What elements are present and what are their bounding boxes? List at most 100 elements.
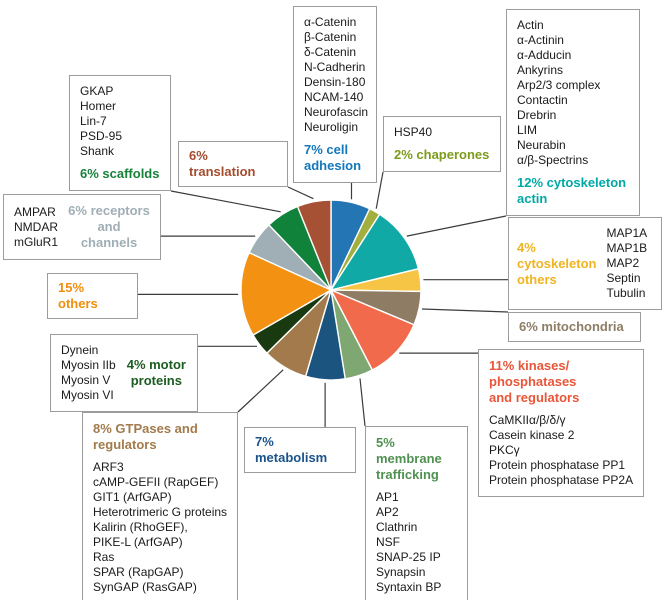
protein-list-kinases: CaMKIIα/β/δ/γ Casein kinase 2 PKCγ Protein …	[489, 413, 633, 488]
protein-item: Lin-7	[80, 114, 107, 128]
category-label-gtpases: 8% GTPases and regulators	[93, 421, 198, 452]
protein-item: SNAP-25 IP	[376, 550, 441, 564]
protein-item: NMDAR	[14, 219, 58, 234]
protein-item: N-Cadherin	[304, 60, 366, 74]
protein-item: Drebrin	[517, 108, 557, 122]
category-label-membrane-trafficking: 5% membrane trafficking	[376, 435, 442, 482]
protein-list-cell-adhesion: α-Catenin β-Catenin δ-Catenin N-Cadherin Den…	[304, 15, 369, 135]
category-label-cytoskeleton-actin: 12% cytoskeleton actin	[517, 175, 627, 206]
protein-list-scaffolds: GKAP Homer Lin-7 PSD-95 Shank	[80, 84, 160, 159]
protein-item: Shank	[80, 144, 115, 158]
protein-item: LIM	[517, 123, 538, 137]
protein-item: Ankyrins	[517, 63, 564, 77]
protein-item: Homer	[80, 99, 117, 113]
protein-item: MAP1B	[606, 241, 648, 255]
protein-item: SynGAP (RasGAP)	[93, 580, 197, 594]
protein-item: Heterotrimeric G proteins	[93, 505, 228, 519]
protein-item: Septin	[606, 271, 641, 285]
connector-line-cytoskeleton_actin	[406, 215, 507, 237]
category-label-others: 15% others	[58, 280, 98, 311]
protein-item: δ-Catenin	[304, 45, 357, 59]
protein-item: α-Adducin	[517, 48, 572, 62]
category-label-translation: 6% translation	[189, 148, 256, 179]
protein-item: Myosin V	[61, 373, 111, 387]
protein-item: GIT1 (ArfGAP)	[93, 490, 172, 504]
category-box-scaffolds: GKAP Homer Lin-7 PSD-95 Shank 6% scaffolds	[69, 75, 171, 191]
protein-item: Myosin VI	[61, 388, 114, 402]
category-label-scaffolds: 6% scaffolds	[80, 166, 160, 181]
category-box-cell-adhesion: α-Catenin β-Catenin δ-Catenin N-Cadherin Den…	[293, 6, 377, 183]
protein-item: Actin	[517, 18, 544, 32]
protein-item: Neurofascin	[304, 105, 369, 119]
category-box-kinases: 11% kinases/ phosphatases and regulators…	[478, 349, 644, 497]
category-box-cytoskeleton-actin: Actin α-Actinin α-Adducin Ankyrins Arp2/3 co…	[506, 9, 640, 216]
protein-list-gtpases: ARF3 cAMP-GEFII (RapGEF) GIT1 (ArfGAP) Hete…	[93, 460, 227, 595]
category-label-mitochondria: 6% mitochondria	[519, 319, 624, 334]
pie-slice-translation	[296, 199, 332, 291]
category-box-others: 15% others	[47, 273, 138, 319]
category-label-chaperones: 2% chaperones	[394, 147, 490, 162]
protein-item: Ras	[93, 550, 115, 564]
protein-item: Clathrin	[376, 520, 418, 534]
protein-item: β-Catenin	[304, 30, 357, 44]
category-label-receptors: 6% receptors and channels	[68, 203, 150, 250]
protein-item: MAP1A	[606, 226, 648, 240]
protein-item: Kalirin (RhoGEF),	[93, 520, 188, 534]
protein-item: Contactin	[517, 93, 568, 107]
protein-item: α-Catenin	[304, 15, 357, 29]
protein-list-cytoskeleton-actin: Actin α-Actinin α-Adducin Ankyrins Arp2/3 co…	[517, 18, 629, 168]
pie-slice-cytoskeleton_actin	[330, 213, 420, 291]
category-label-cytoskeleton-others: 4% cytoskeleton others	[517, 239, 597, 287]
connector-line-mitochondria	[421, 308, 509, 313]
category-label-cell-adhesion: 7% cell adhesion	[304, 142, 362, 173]
protein-item: Neurabin	[517, 138, 566, 152]
protein-item: PIKE-L (ArfGAP)	[93, 535, 183, 549]
protein-item: Syntaxin BP	[376, 580, 442, 594]
category-box-receptors: AMPAR NMDAR mGluR1 6% receptors and channe…	[3, 194, 161, 260]
protein-item: cAMP-GEFII (RapGEF)	[93, 475, 219, 489]
protein-item: α-Actinin	[517, 33, 564, 47]
protein-list-receptors: AMPAR NMDAR mGluR1	[14, 205, 58, 250]
protein-list-motor-proteins: Dynein Myosin IIb Myosin V Myosin VI	[61, 343, 116, 403]
protein-item: Casein kinase 2	[489, 428, 575, 442]
category-box-mitochondria: 6% mitochondria	[508, 312, 641, 342]
protein-item: Neuroligin	[304, 120, 359, 134]
category-box-metabolism: 7% metabolism	[244, 427, 356, 473]
category-label-metabolism: 7% metabolism	[255, 434, 328, 465]
category-box-cytoskeleton-others: 4% cytoskeleton others MAP1A MAP1B MAP2 Sep…	[508, 217, 662, 310]
protein-item: α/β-Spectrins	[517, 153, 589, 167]
protein-item: AP2	[376, 505, 399, 519]
protein-item: Synapsin	[376, 565, 426, 579]
connector-line-scaffolds	[170, 190, 281, 213]
category-label-motor-proteins: 4% motor proteins	[126, 357, 186, 388]
category-box-motor-proteins: Dynein Myosin IIb Myosin V Myosin VI 4% mot…	[50, 334, 198, 412]
connector-line-gtpases	[237, 369, 284, 413]
protein-item: Tubulin	[606, 286, 646, 300]
protein-item: SPAR (RapGAP)	[93, 565, 184, 579]
category-box-membrane-trafficking: 5% membrane trafficking AP1 AP2 Clathrin NS…	[365, 426, 468, 600]
connector-line-chaperones	[375, 171, 384, 209]
protein-item: GKAP	[80, 84, 114, 98]
protein-item: Densin-180	[304, 75, 366, 89]
connector-line-membrane_trafficking	[359, 378, 366, 427]
protein-item: AP1	[376, 490, 399, 504]
protein-item: Arp2/3 complex	[517, 78, 601, 92]
protein-list-cytoskeleton-others: MAP1A MAP1B MAP2 Septin Tubulin	[606, 226, 653, 301]
protein-item: Myosin IIb	[61, 358, 116, 372]
protein-list-chaperones: HSP40	[394, 125, 490, 140]
category-box-translation: 6% translation	[178, 141, 288, 187]
protein-list-membrane-trafficking: AP1 AP2 Clathrin NSF SNAP-25 IP Synapsin Synta…	[376, 490, 457, 595]
protein-item: PKCγ	[489, 443, 520, 457]
category-box-gtpases: 8% GTPases and regulators ARF3 cAMP-GEFII…	[82, 412, 238, 600]
category-box-chaperones: HSP40 2% chaperones	[383, 116, 501, 172]
category-label-kinases: 11% kinases/ phosphatases and regulators	[489, 358, 580, 405]
protein-item: Protein phosphatase PP2A	[489, 473, 634, 487]
protein-item: CaMKIIα/β/δ/γ	[489, 413, 566, 427]
protein-item: NCAM-140	[304, 90, 364, 104]
protein-item: Dynein	[61, 343, 99, 357]
connector-line-translation	[287, 186, 314, 200]
protein-item: ARF3	[93, 460, 124, 474]
protein-item: PSD-95	[80, 129, 123, 143]
